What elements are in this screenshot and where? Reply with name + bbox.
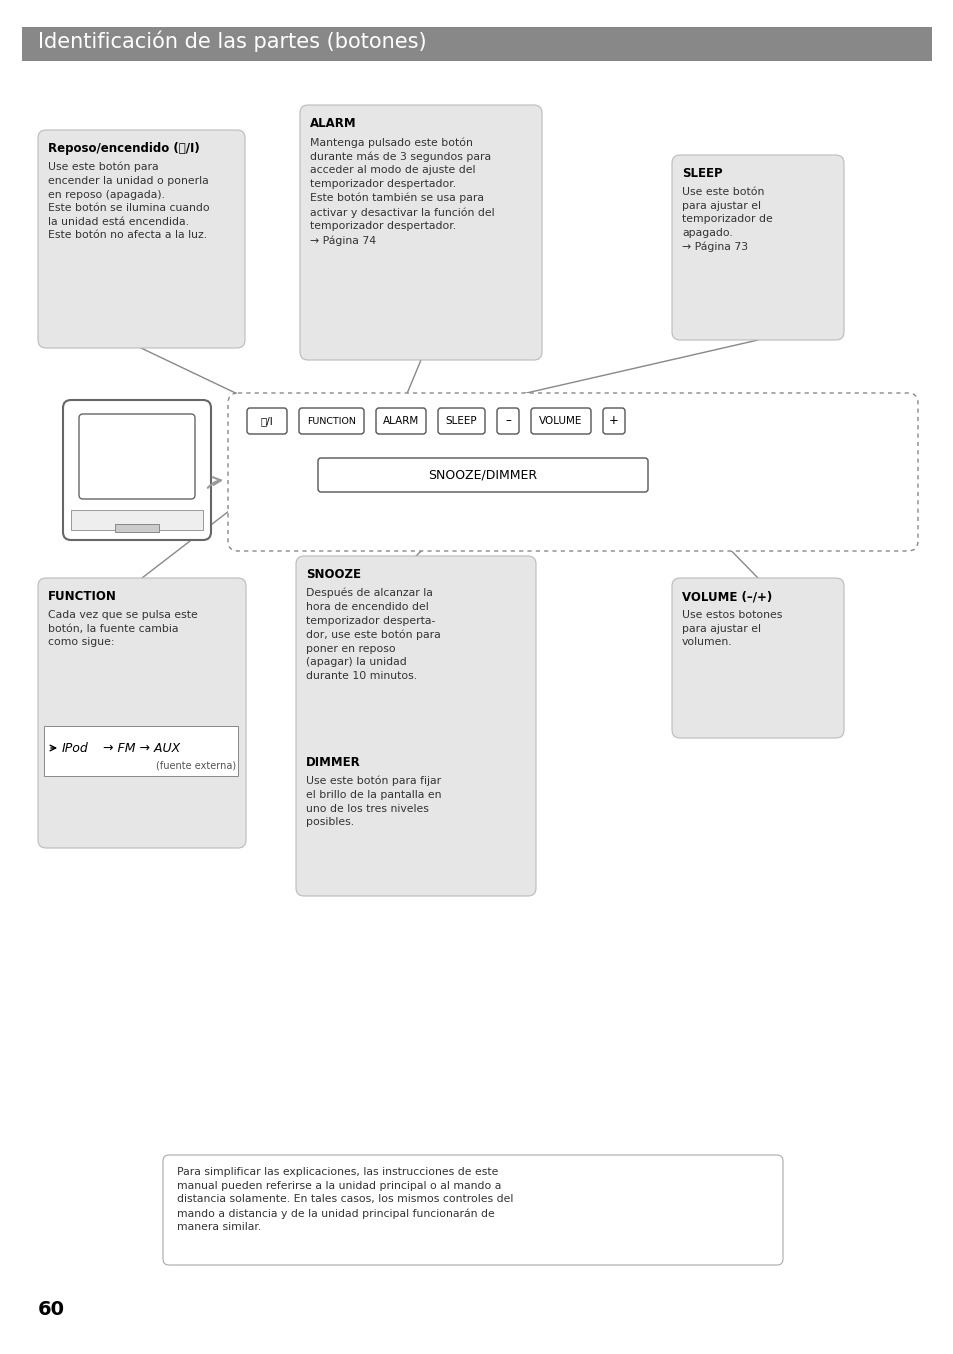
Text: VOLUME (–/+): VOLUME (–/+) — [681, 590, 771, 603]
FancyBboxPatch shape — [531, 408, 590, 435]
Bar — [115, 524, 159, 532]
Text: Para simplificar las explicaciones, las instrucciones de este
manual pueden refe: Para simplificar las explicaciones, las … — [177, 1167, 513, 1232]
Text: Después de alcanzar la
hora de encendido del
temporizador desperta-
dor, use est: Después de alcanzar la hora de encendido… — [306, 588, 440, 681]
Text: Use este botón
para ajustar el
temporizador de
apagado.
→ Página 73: Use este botón para ajustar el temporiza… — [681, 187, 772, 252]
Text: 60: 60 — [38, 1300, 65, 1319]
Text: → FM → AUX: → FM → AUX — [103, 742, 180, 754]
FancyBboxPatch shape — [299, 106, 541, 360]
Text: ALARM: ALARM — [382, 416, 418, 427]
FancyBboxPatch shape — [163, 1155, 782, 1265]
FancyBboxPatch shape — [602, 408, 624, 435]
FancyBboxPatch shape — [437, 408, 484, 435]
FancyBboxPatch shape — [375, 408, 426, 435]
FancyBboxPatch shape — [317, 458, 647, 492]
FancyBboxPatch shape — [247, 408, 287, 435]
Text: +: + — [608, 414, 618, 428]
Text: VOLUME: VOLUME — [538, 416, 582, 427]
Text: Reposo/encendido (⏻/I): Reposo/encendido (⏻/I) — [48, 142, 199, 154]
Text: SLEEP: SLEEP — [681, 167, 721, 180]
FancyBboxPatch shape — [295, 556, 536, 896]
FancyBboxPatch shape — [63, 399, 211, 540]
Text: –: – — [504, 414, 511, 428]
Bar — [71, 510, 203, 529]
Text: FUNCTION: FUNCTION — [307, 417, 355, 425]
Text: Use este botón para
encender la unidad o ponerla
en reposo (apagada).
Este botón: Use este botón para encender la unidad o… — [48, 162, 210, 241]
FancyBboxPatch shape — [671, 578, 843, 738]
FancyBboxPatch shape — [79, 414, 194, 500]
FancyArrowPatch shape — [208, 477, 221, 487]
Text: SNOOZE/DIMMER: SNOOZE/DIMMER — [428, 468, 537, 482]
Text: Identificación de las partes (botones): Identificación de las partes (botones) — [38, 30, 426, 51]
FancyBboxPatch shape — [228, 393, 917, 551]
Bar — [22, 27, 931, 61]
FancyBboxPatch shape — [38, 130, 245, 348]
Text: Use este botón para fijar
el brillo de la pantalla en
uno de los tres niveles
po: Use este botón para fijar el brillo de l… — [306, 776, 441, 827]
Text: FUNCTION: FUNCTION — [48, 590, 117, 603]
Text: DIMMER: DIMMER — [306, 756, 360, 769]
FancyBboxPatch shape — [497, 408, 518, 435]
Text: SLEEP: SLEEP — [445, 416, 476, 427]
Text: Use estos botones
para ajustar el
volumen.: Use estos botones para ajustar el volume… — [681, 611, 781, 647]
Text: Mantenga pulsado este botón
durante más de 3 segundos para
acceder al modo de aj: Mantenga pulsado este botón durante más … — [310, 137, 494, 245]
Text: Cada vez que se pulsa este
botón, la fuente cambia
como sigue:: Cada vez que se pulsa este botón, la fue… — [48, 611, 197, 647]
Text: ALARM: ALARM — [310, 116, 356, 130]
Bar — [44, 726, 237, 776]
Text: IPod: IPod — [62, 742, 89, 754]
FancyBboxPatch shape — [38, 578, 246, 848]
FancyBboxPatch shape — [298, 408, 364, 435]
Text: SNOOZE: SNOOZE — [306, 567, 360, 581]
FancyBboxPatch shape — [671, 154, 843, 340]
Text: (fuente externa): (fuente externa) — [155, 760, 235, 770]
Text: ⏻/I: ⏻/I — [260, 416, 274, 427]
